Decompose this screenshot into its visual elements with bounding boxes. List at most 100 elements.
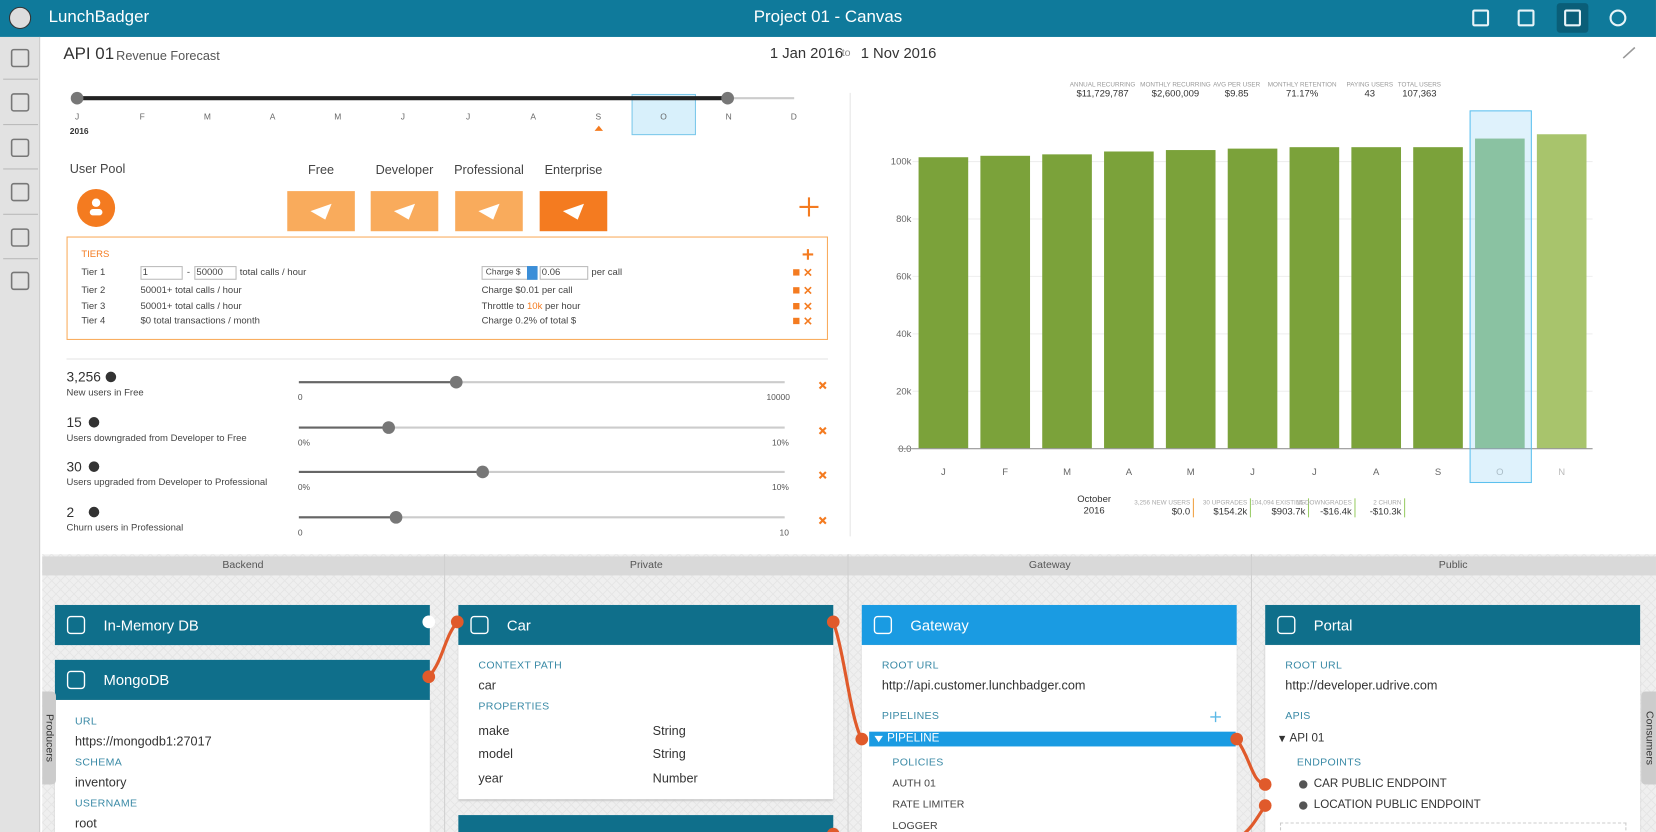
pipeline-bar[interactable] — [869, 731, 1236, 747]
tier-rule: 10k — [527, 300, 543, 311]
api-name: API 01 — [63, 45, 115, 64]
card-title: Car — [506, 616, 531, 634]
card-icon — [66, 670, 86, 690]
info-icon — [88, 417, 100, 428]
producers-tab[interactable] — [42, 691, 56, 785]
slider-label: Churn users in Professional — [66, 522, 184, 533]
month-label: D — [790, 111, 797, 122]
consumers-tab[interactable] — [1641, 691, 1656, 785]
sidebar-icon — [10, 182, 30, 202]
car-header[interactable] — [458, 604, 834, 646]
summary-label: TOTAL USERS — [1397, 82, 1441, 89]
tier-name: Tier 3 — [81, 300, 106, 311]
month-label: M — [203, 111, 211, 122]
tier-delete — [804, 286, 812, 295]
tier-delete — [804, 302, 812, 310]
mongodb-body — [54, 699, 430, 832]
plan-icon — [393, 203, 416, 220]
field-label: PIPELINES — [881, 710, 940, 723]
bar — [1042, 154, 1092, 449]
summary-label: PAYING USERS — [1346, 82, 1394, 89]
side-tab: Producers — [43, 713, 55, 763]
tier-from: 1 — [142, 266, 148, 278]
policy: AUTH 01 — [892, 778, 936, 790]
slider-label: New users in Free — [66, 386, 144, 398]
date-sep: to — [841, 47, 851, 60]
tier-rule: Charge 0.2% of total $ — [481, 315, 577, 326]
slider-max: 10% — [771, 482, 789, 493]
portal-header[interactable] — [1265, 604, 1641, 646]
x-tick-label: J — [1250, 467, 1255, 478]
field-value: inventory — [74, 774, 127, 790]
policy: LOGGER — [892, 820, 938, 832]
summary-value: 71.17% — [1286, 88, 1319, 99]
brand: LunchBadger — [48, 8, 150, 27]
field-label: ENDPOINTS — [1296, 757, 1362, 769]
nav-icon — [1517, 9, 1535, 27]
slider-max: 10% — [771, 438, 789, 448]
sidebar-icon — [10, 138, 30, 158]
tier-to: 50000 — [196, 266, 223, 278]
column-headers — [42, 556, 1656, 576]
port — [1230, 732, 1244, 746]
date-from: 1 Jan 2016 — [769, 44, 844, 62]
tier-delete — [804, 317, 812, 325]
sidebar-icon — [10, 48, 30, 68]
plan-icon — [562, 203, 585, 220]
in-memory-header[interactable] — [54, 604, 430, 646]
tier-edit — [793, 287, 800, 294]
map-header[interactable] — [458, 815, 834, 832]
gateway-header[interactable] — [861, 604, 1237, 646]
nav-icon — [1609, 9, 1627, 27]
timeline-thumb — [721, 91, 734, 105]
slider-min: 0% — [297, 482, 311, 493]
x-tick-label: S — [1435, 467, 1441, 478]
plan-label: Developer — [375, 162, 434, 178]
x-tick-label: M — [1187, 467, 1195, 478]
column-header: Gateway — [1028, 559, 1071, 572]
bar — [918, 157, 969, 449]
api-item: API 01 — [1289, 732, 1325, 745]
plan-label: Professional — [454, 162, 524, 178]
field-value: https://mongodb1:27017 — [74, 733, 212, 749]
plan-icon — [478, 203, 500, 220]
summary-value: $2,600,009 — [1151, 88, 1200, 99]
month-label: J — [74, 111, 80, 122]
tier-limit: 50001+ total calls / hour — [140, 284, 242, 296]
field-label: ROOT URL — [881, 659, 939, 672]
port — [827, 827, 840, 832]
footer-year: 2016 — [1083, 505, 1105, 516]
info-icon — [88, 461, 100, 472]
tier-edit — [793, 269, 800, 276]
slider-thumb — [389, 511, 403, 524]
slider-remove — [818, 516, 827, 525]
slider-thumb — [476, 465, 489, 479]
y-tick-label: 60k — [896, 272, 912, 283]
port — [826, 615, 840, 629]
bar — [1227, 148, 1278, 449]
footer-value: $903.7k — [1271, 506, 1306, 517]
top-bar — [0, 0, 1656, 37]
y-tick-label: 40k — [896, 329, 912, 340]
card-icon — [470, 615, 489, 635]
connection — [427, 620, 459, 678]
footer-label: 15 DOWNGRADES — [1296, 500, 1352, 507]
month-label: S — [595, 111, 602, 122]
tier-input — [140, 266, 183, 280]
sidebar-icon — [10, 271, 30, 291]
tier-rule: Throttle to — [481, 300, 528, 311]
card-icon — [66, 615, 86, 635]
y-tick-label: 100k — [891, 157, 912, 168]
card-icon — [873, 615, 893, 635]
field-value: String — [652, 723, 686, 739]
mongodb-header[interactable] — [54, 659, 430, 700]
footer-value: $154.2k — [1213, 506, 1248, 517]
month-label: A — [530, 111, 537, 122]
footer-label: 104,094 EXISTING — [1251, 500, 1306, 507]
nav-active[interactable] — [1556, 3, 1589, 33]
column-header: Public — [1438, 559, 1468, 572]
sidebar-icon — [10, 228, 30, 247]
nav-icon — [1472, 9, 1490, 27]
slider-label: Users upgraded from Developer to Profess… — [66, 476, 268, 488]
summary-label: MONTHLY RETENTION — [1267, 82, 1337, 89]
